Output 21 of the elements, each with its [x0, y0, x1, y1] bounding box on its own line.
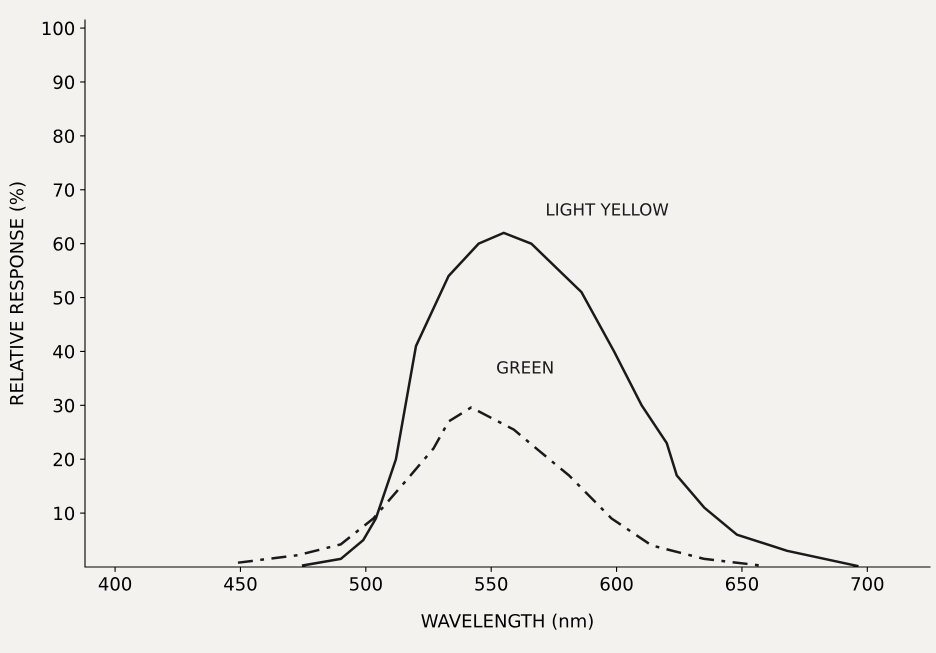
x-axis-title: WAVELENGTH (nm) [421, 614, 593, 630]
y-tick-label: 40 [53, 344, 74, 359]
y-tick-label: 60 [54, 237, 74, 251]
y-tick-label: 20 [54, 452, 74, 466]
y-tick-label: 50 [54, 291, 74, 305]
x-tick-label: 650 [726, 577, 758, 591]
y-tick-label: 10 [54, 506, 74, 520]
y-tick-label: 30 [54, 398, 74, 412]
x-tick-label: 450 [224, 577, 256, 591]
x-tick-label: 400 [98, 577, 132, 591]
x-tick-label: 500 [350, 577, 382, 591]
x-tick-label: 600 [600, 577, 633, 591]
y-axis-title: RELATIVE RESPONSE (%) [9, 182, 26, 404]
y-tick-label: 100 [42, 22, 74, 36]
series-label: LIGHT YELLOW [547, 203, 668, 216]
y-tick-label: 90 [53, 75, 74, 90]
x-tick-label: 700 [852, 577, 884, 591]
x-tick-label: 550 [475, 577, 508, 591]
text: GREEN [497, 361, 553, 374]
y-tick-label: 80 [54, 129, 74, 143]
y-tick-label: 70 [54, 183, 74, 197]
